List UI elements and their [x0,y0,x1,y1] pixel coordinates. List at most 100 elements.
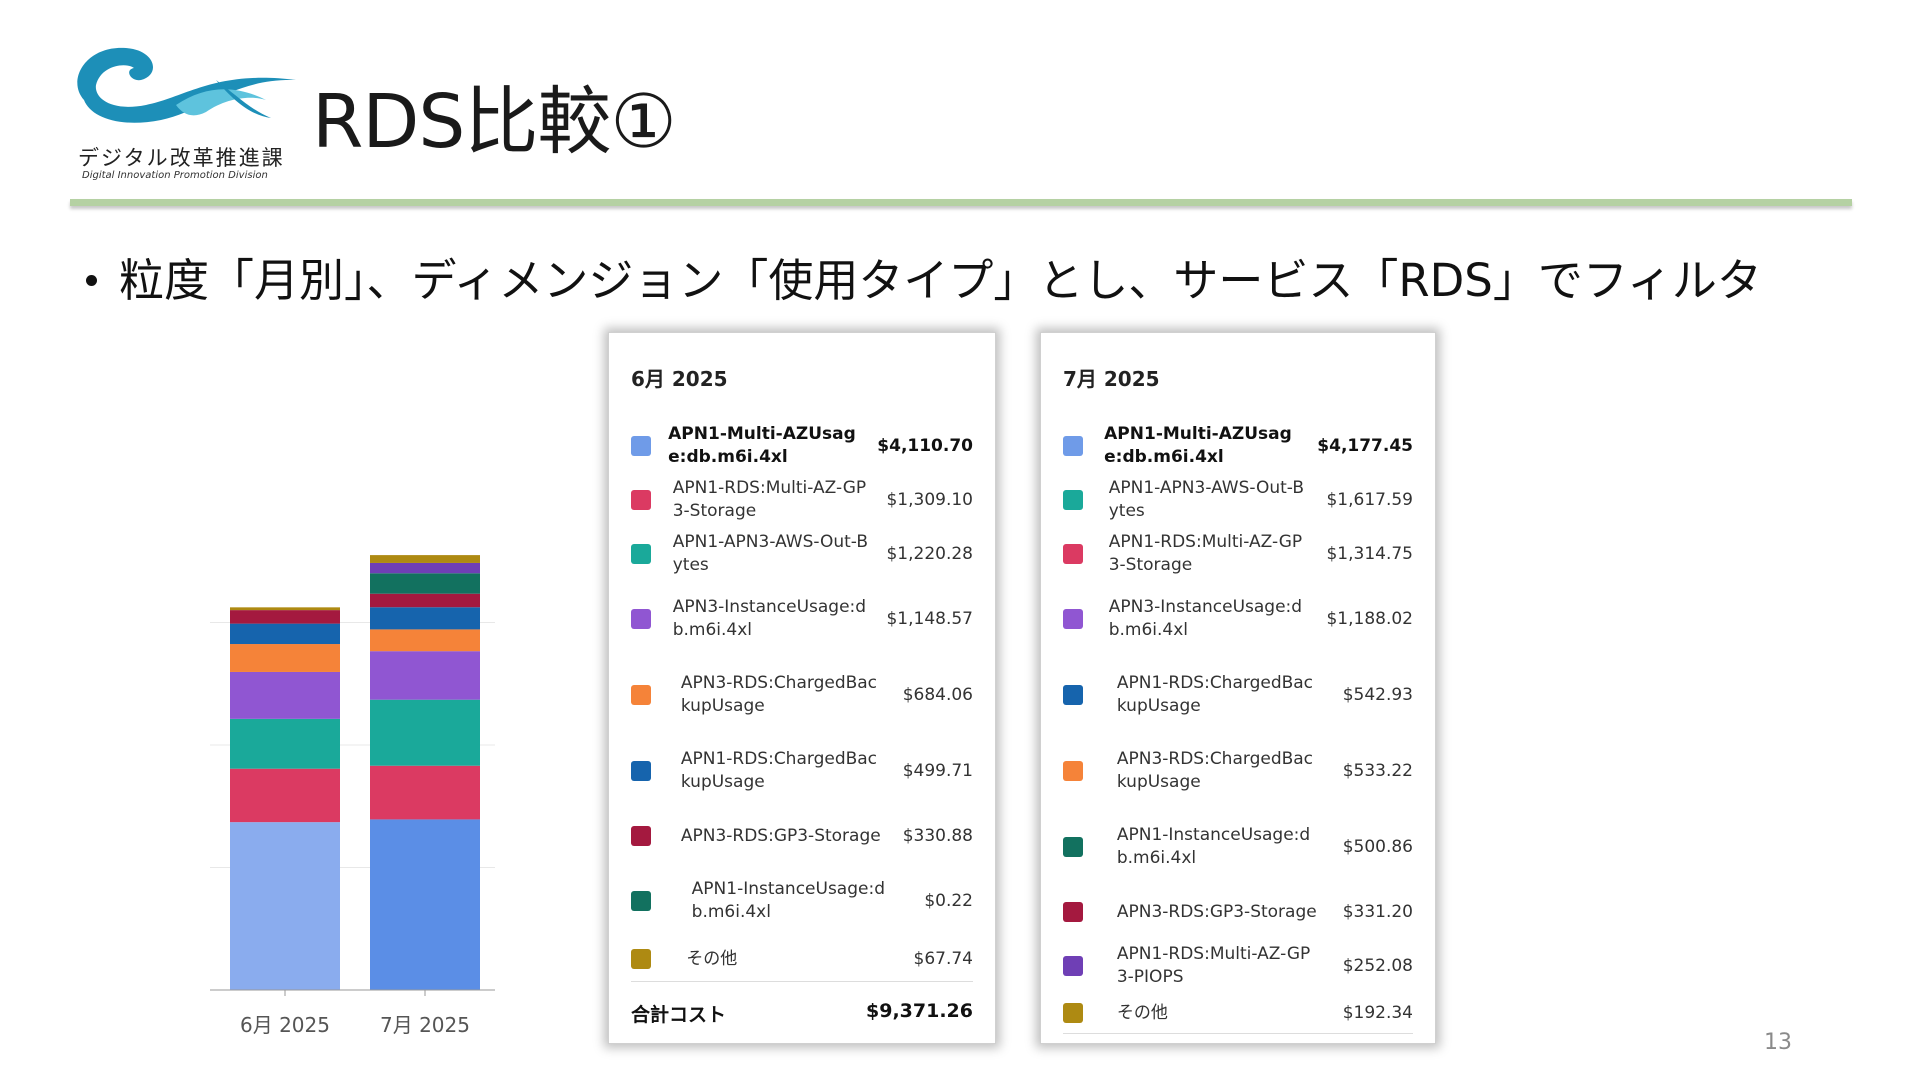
cost-row-label: APN1-Multi-AZUsage:db.m6i.4xl [668,424,856,467]
x-tick-label: 7月 2025 [380,1013,470,1037]
color-swatch-icon [1063,956,1083,976]
color-swatch-icon [1063,436,1083,456]
bar-segment [370,573,480,594]
panel-title-july: 7月 2025 [1063,367,1160,391]
cost-row-label: APN1-APN3-AWS-Out-Bytes [1108,478,1305,521]
cost-row-label: APN3-RDS:ChargedBackupUsage [680,673,878,716]
cost-row: APN3-RDS:GP3-Storage $330.88 [631,809,973,863]
cost-row: APN1-APN3-AWS-Out-Bytes $1,617.59 [1063,473,1413,527]
cost-row-label: その他 [1116,1002,1168,1023]
cost-row-amount: $4,110.70 [877,436,973,456]
cost-row-label: APN1-InstanceUsage:db.m6i.4xl [1116,825,1311,868]
bar-segment [230,644,340,672]
cost-row-label: APN3-RDS:ChargedBackupUsage [1116,749,1314,792]
cost-row-amount: $1,148.57 [886,609,973,629]
bar-segment [370,555,480,563]
color-swatch-icon [631,761,651,781]
total-row: 合計コスト $9,371.26 [631,981,973,1027]
color-swatch-icon [1063,685,1083,705]
bar-segment [370,651,480,700]
cost-row-label: APN3-RDS:GP3-Storage [1116,901,1317,922]
bar-segment [370,607,480,630]
cost-row-amount: $1,220.28 [886,544,973,564]
cost-row-amount: $330.88 [902,826,973,846]
color-swatch-icon [1063,837,1083,857]
color-swatch-icon [1063,544,1083,564]
color-swatch-icon [1063,761,1083,781]
bar-segment [370,765,480,820]
cost-row: APN1-InstanceUsage:db.m6i.4xl $500.86 [1063,809,1413,885]
cost-row-label: APN1-APN3-AWS-Out-Bytes [672,532,869,575]
color-swatch-icon [631,685,651,705]
cost-row-amount: $1,314.75 [1326,544,1413,564]
cost-row: APN1-Multi-AZUsage:db.m6i.4xl $4,177.45 [1063,419,1413,473]
total-amount: $9,371.26 [866,1000,973,1022]
chart-svg: 6月 2025 7月 2025 [210,555,495,1037]
logo-org-jp: デジタル改革推進課 [78,146,285,170]
cost-row-amount: $500.86 [1342,837,1413,857]
cost-row: その他 $67.74 [631,939,973,979]
color-swatch-icon [1063,609,1083,629]
cost-row: APN3-RDS:GP3-Storage $331.20 [1063,885,1413,939]
total-label: 合計コスト [631,1004,727,1026]
cost-row: APN1-APN3-AWS-Out-Bytes $1,220.28 [631,527,973,581]
cost-panel-june: 6月 2025 APN1-Multi-AZUsage:db.m6i.4xl $4,… [608,332,996,1044]
color-swatch-icon [1063,1003,1083,1023]
bar-segment [230,607,340,611]
cost-row-amount: $542.93 [1342,685,1413,705]
color-swatch-icon [631,891,651,911]
wave-logo-icon [77,47,296,123]
cost-row-amount: $4,177.45 [1317,436,1413,456]
panel-title-june: 6月 2025 [631,367,728,391]
cost-row-amount: $192.34 [1342,1003,1413,1023]
cost-row-label: APN3-RDS:GP3-Storage [680,825,881,846]
cost-row: APN1-RDS:ChargedBackupUsage $499.71 [631,733,973,809]
bar-segment [230,623,340,645]
cost-row-label: APN1-RDS:Multi-AZ-GP3-Storage [1108,532,1303,575]
stacked-bar-chart: 6月 2025 7月 2025 [210,500,510,1040]
cost-row: APN3-InstanceUsage:db.m6i.4xl $1,148.57 [631,581,973,657]
logo-org-en: Digital Innovation Promotion Division [82,170,268,181]
title-divider [70,199,1852,206]
cost-row: その他 $192.34 [1063,993,1413,1033]
bullet-text: 粒度「月別」、ディメンジョン「使用タイプ」とし、サービス「RDS」でフィルタ [119,254,1762,307]
bar-segment [370,593,480,608]
color-swatch-icon [631,949,651,969]
cost-row: APN1-InstanceUsage:db.m6i.4xl $0.22 [631,863,973,939]
cost-row-label: APN1-RDS:ChargedBackupUsage [680,749,878,792]
cost-row: APN1-RDS:Multi-AZ-GP3-Storage $1,314.75 [1063,527,1413,581]
cost-list-july: APN1-Multi-AZUsage:db.m6i.4xl $4,177.45 AP… [1063,419,1413,1033]
color-swatch-icon [631,436,651,456]
cost-row: APN3-RDS:ChargedBackupUsage $684.06 [631,657,973,733]
cost-row-label: APN3-InstanceUsage:db.m6i.4xl [1108,597,1303,640]
bar-segment [370,629,480,652]
cost-row-label: APN1-RDS:Multi-AZ-GP3-PIOPS [1116,944,1311,987]
color-swatch-icon [631,609,651,629]
cost-row-amount: $67.74 [913,949,973,969]
color-swatch-icon [631,490,651,510]
logo: デジタル改革推進課 Digital Innovation Promotion D… [66,40,296,190]
cost-row-amount: $252.08 [1342,956,1413,976]
bar-segment [370,562,480,574]
cost-row: APN1-Multi-AZUsage:db.m6i.4xl $4,110.70 [631,419,973,473]
bar-segment [230,768,340,823]
color-swatch-icon [1063,902,1083,922]
bar-segment [230,718,340,769]
cost-row-label: APN1-Multi-AZUsage:db.m6i.4xl [1104,424,1292,467]
cost-row-amount: $499.71 [902,761,973,781]
color-swatch-icon [631,826,651,846]
cost-row-amount: $1,188.02 [1326,609,1413,629]
page-number: 13 [1764,1030,1792,1055]
cost-row: APN3-RDS:ChargedBackupUsage $533.22 [1063,733,1413,809]
cost-row-label: APN1-InstanceUsage:db.m6i.4xl [691,879,885,922]
cost-row-label: APN1-RDS:Multi-AZ-GP3-Storage [672,478,867,521]
cost-row-amount: $1,309.10 [886,490,973,510]
color-swatch-icon [631,544,651,564]
cost-row-amount: $533.22 [1342,761,1413,781]
color-swatch-icon [1063,490,1083,510]
cost-row-label: APN1-RDS:ChargedBackupUsage [1116,673,1314,716]
cost-row-amount: $0.22 [924,891,973,911]
cost-row-label: APN3-InstanceUsage:db.m6i.4xl [672,597,867,640]
cost-panel-july: 7月 2025 APN1-Multi-AZUsage:db.m6i.4xl $4,… [1040,332,1436,1044]
bar-segment [370,699,480,766]
